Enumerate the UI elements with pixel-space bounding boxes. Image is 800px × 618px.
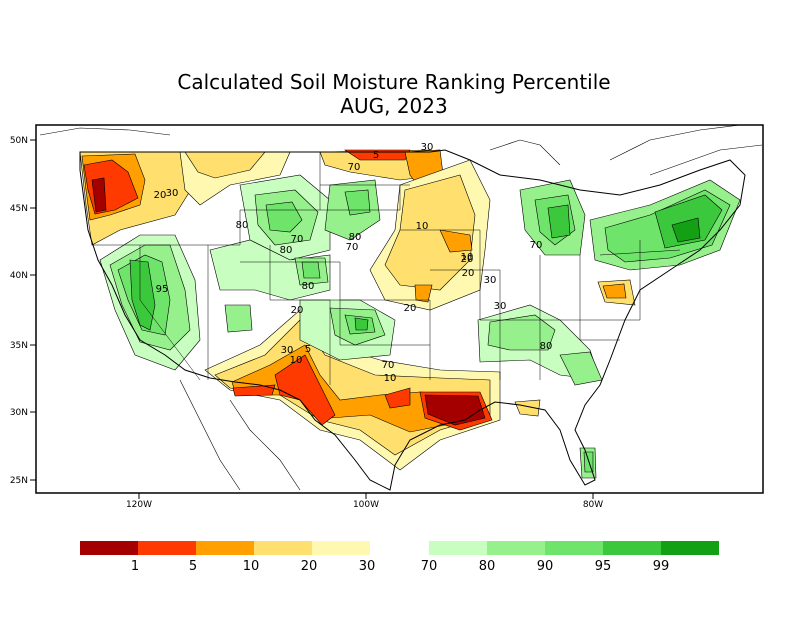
contour-label: 20 [404, 303, 417, 314]
contour-label: 70 [530, 240, 543, 251]
contour-label: 80 [280, 245, 293, 256]
contour-label: 80 [540, 341, 553, 352]
contour-label: 70 [291, 234, 304, 245]
contour-label: 10 [416, 221, 429, 232]
contour-label: 80 [236, 220, 249, 231]
contour-label: 30 [484, 275, 497, 286]
legend-swatch-wet [545, 541, 603, 555]
lon-tick-label: 100W [353, 500, 379, 510]
lat-tick-label: 50N [10, 136, 28, 146]
longitude-axis: 120W 100W 80W [126, 493, 603, 510]
dry-region-midwest-core [384, 174, 476, 291]
wet-region-colorado-spot [301, 261, 321, 279]
contour-label: 30 [166, 188, 179, 199]
legend: 1 5 10 20 30 70 80 90 95 99 [80, 541, 719, 574]
legend-label-wet: 99 [653, 559, 670, 574]
contour-label: 30 [494, 301, 507, 312]
wet-region-tennessee-core [487, 314, 556, 351]
dry-region-mid-atlantic-core [602, 283, 627, 299]
contour-label: 70 [348, 162, 361, 173]
legend-swatch-wet [487, 541, 545, 555]
dry-region-louisiana [384, 387, 411, 409]
legend-label-dry: 20 [301, 559, 318, 574]
legend-swatch-wet [603, 541, 661, 555]
legend-swatch-dry [312, 541, 370, 555]
contour-label: 20 [154, 190, 167, 201]
dry-region-florida-panhandle [514, 399, 541, 417]
contour-label: 30 [281, 345, 294, 356]
contour-label: 70 [382, 360, 395, 371]
wet-region-wyoming-strong [265, 201, 303, 233]
contour-label: 80 [302, 281, 315, 292]
us-outline [79, 149, 746, 491]
wet-region-california-extreme [129, 259, 156, 331]
title-line-1: Calculated Soil Moisture Ranking Percent… [177, 70, 611, 94]
wet-region-utah [224, 304, 253, 333]
contour-label: 5 [373, 150, 379, 161]
legend-label-wet: 70 [421, 559, 438, 574]
contour-label: 10 [290, 355, 303, 366]
legend-swatch-dry [80, 541, 138, 555]
legend-label-dry: 5 [189, 559, 197, 574]
contour-label: 95 [156, 284, 169, 295]
lon-tick-label: 80W [583, 500, 603, 510]
contour-label: 30 [421, 142, 434, 153]
legend-label-dry: 30 [359, 559, 376, 574]
title-line-2: AUG, 2023 [340, 94, 448, 118]
dry-region-missouri [414, 284, 433, 303]
dry-region-gulf-coast-extreme [424, 394, 486, 426]
map-title: Calculated Soil Moisture Ranking Percent… [0, 70, 788, 118]
contour-label: 20 [461, 254, 474, 265]
wet-region-new-england-extreme [671, 217, 701, 243]
wet-region-south-dakota-core [344, 189, 371, 216]
lon-tick-label: 120W [126, 500, 152, 510]
legend-swatch-wet [661, 541, 719, 555]
state-boundaries [92, 152, 681, 385]
lat-tick-label: 25N [10, 476, 28, 486]
legend-swatch-dry [138, 541, 196, 555]
dry-region-arizona [232, 384, 276, 397]
map-frame [35, 124, 764, 494]
contour-label: 70 [346, 242, 359, 253]
contour-label: 5 [305, 344, 311, 355]
legend-swatch-dry [254, 541, 312, 555]
lat-tick-label: 45N [10, 204, 28, 214]
neighbor-boundaries [39, 125, 763, 491]
dry-region-pacific-nw-extreme [91, 177, 107, 213]
legend-swatch-wet [429, 541, 487, 555]
lat-tick-label: 40N [10, 271, 28, 281]
contour-label: 10 [384, 373, 397, 384]
dry-region-iowa [439, 229, 473, 253]
legend-label-dry: 10 [243, 559, 260, 574]
contour-label: 10 [461, 252, 474, 263]
contour-label: 20 [462, 268, 475, 279]
legend-label-wet: 80 [479, 559, 496, 574]
contour-label: 80 [349, 232, 362, 243]
lat-tick-label: 30N [10, 408, 28, 418]
lat-tick-label: 35N [10, 341, 28, 351]
wet-region-michigan-extreme [547, 204, 571, 239]
legend-label-wet: 90 [537, 559, 554, 574]
legend-label-dry: 1 [131, 559, 139, 574]
contour-label: 20 [291, 305, 304, 316]
legend-swatch-dry [196, 541, 254, 555]
wet-region-kansas-extreme [354, 317, 369, 331]
dry-region-west-texas [274, 354, 336, 426]
latitude-axis: 50N 45N 40N 35N 30N 25N [10, 136, 36, 486]
legend-label-wet: 95 [595, 559, 612, 574]
